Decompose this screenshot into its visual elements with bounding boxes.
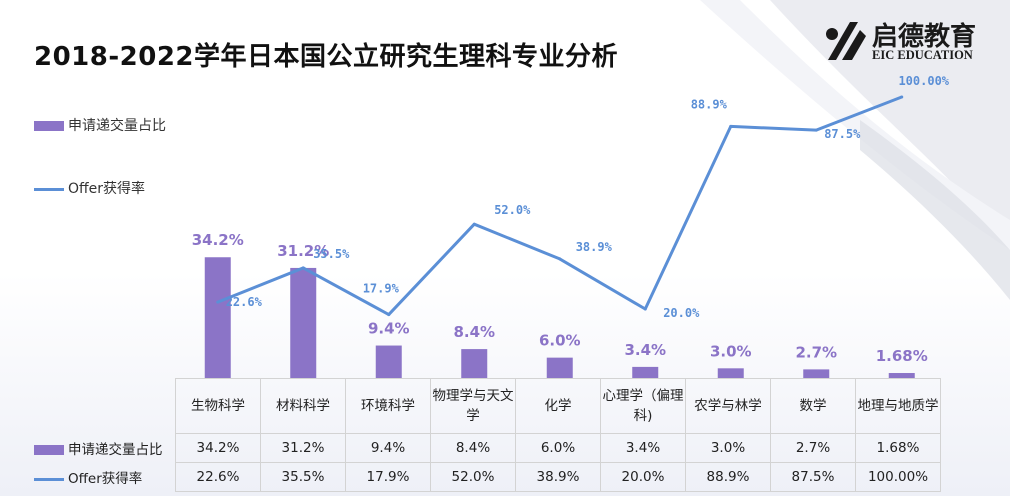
table-row-bar: 34.2% 31.2% 9.4% 8.4% 6.0% 3.4% 3.0% 2.7% 1.68% (175, 433, 941, 463)
table-cell: 3.4% (600, 433, 686, 463)
line-point (643, 307, 647, 311)
table-cell: 17.9% (345, 462, 431, 492)
bar-mark (375, 345, 402, 379)
bar-mark (803, 369, 830, 379)
line-value-label: 87.5% (824, 127, 861, 141)
bar-value-label: 9.4% (368, 320, 410, 338)
line-point (301, 266, 305, 270)
line-point (472, 222, 476, 226)
table-header-cell: 环境科学 (345, 378, 431, 434)
table-cell: 1.68% (855, 433, 941, 463)
legend-bar-swatch (34, 121, 64, 131)
bar-value-label: 34.2% (192, 231, 244, 249)
table-cell: 9.4% (345, 433, 431, 463)
table-cell: 8.4% (430, 433, 516, 463)
table-header-cell: 生物科学 (175, 378, 261, 434)
table-legend-line: Offer获得率 (34, 467, 142, 487)
line-point (558, 257, 562, 261)
table-header-cell: 材料科学 (260, 378, 346, 434)
legend-line-label: Offer获得率 (68, 181, 146, 197)
table-header-cell: 化学 (515, 378, 601, 434)
table-header-row: 生物科学 材料科学 环境科学 物理学与天文学 化学 心理学（偏理科) 农学与林学 数学 地理与地… (175, 378, 941, 434)
table-cell: 6.0% (515, 433, 601, 463)
line-point (814, 128, 818, 132)
line-value-label: 38.9% (576, 240, 613, 254)
bar-value-label: 2.7% (795, 343, 837, 361)
data-table: 生物科学 材料科学 环境科学 物理学与天文学 化学 心理学（偏理科) 农学与林学 数学 地理与地… (175, 378, 941, 492)
table-cell: 52.0% (430, 462, 516, 492)
table-cell: 34.2% (175, 433, 261, 463)
line-point (216, 300, 220, 304)
table-cell: 100.00% (855, 462, 941, 492)
table-legend-bar-label: 申请递交量占比 (68, 442, 163, 458)
logo-text-cn: 启德教育 (872, 22, 977, 52)
bar-value-label: 1.68% (876, 347, 928, 365)
table-cell: 3.0% (685, 433, 771, 463)
chart-title: 2018-2022学年日本国公立研究生理科专业分析 (34, 42, 619, 72)
table-cell: 20.0% (600, 462, 686, 492)
offer-rate-line (217, 95, 903, 317)
background-decoration (700, 0, 1010, 300)
table-header-cell: 地理与地质学 (855, 378, 941, 434)
line-value-label: 35.5% (313, 247, 350, 261)
line-value-label: 100.00% (898, 74, 949, 88)
bar-value-label: 6.0% (539, 332, 581, 350)
bar-value-label: 3.0% (710, 342, 752, 360)
bar-value-label: 3.4% (624, 341, 666, 359)
line-point (387, 313, 391, 317)
bar-mark (546, 357, 573, 379)
table-header-cell: 物理学与天文学 (430, 378, 516, 434)
line-value-label: 52.0% (494, 203, 531, 217)
line-value-label: 88.9% (691, 97, 728, 111)
logo-mark-icon (826, 22, 866, 60)
table-header-cell: 数学 (770, 378, 856, 434)
table-header-cell: 心理学（偏理科) (600, 378, 686, 434)
table-legend-bar-swatch (34, 445, 64, 455)
line-value-label: 20.0% (663, 306, 700, 320)
bar-mark (632, 366, 659, 379)
legend-line-swatch (34, 187, 64, 191)
legend-bar-label: 申请递交量占比 (68, 118, 166, 134)
bar-value-label: 8.4% (453, 323, 495, 341)
table-legend-line-label: Offer获得率 (68, 471, 143, 487)
table-legend-line-swatch (34, 477, 64, 481)
table-cell: 88.9% (685, 462, 771, 492)
table-cell: 2.7% (770, 433, 856, 463)
table-cell: 38.9% (515, 462, 601, 492)
table-cell: 31.2% (260, 433, 346, 463)
table-legend-bar: 申请递交量占比 (34, 438, 163, 458)
table-header-cell: 农学与林学 (685, 378, 771, 434)
bar-mark (888, 373, 915, 379)
table-cell: 35.5% (260, 462, 346, 492)
bar-mark (461, 349, 488, 379)
legend-line: Offer获得率 (34, 178, 145, 198)
line-point (900, 95, 904, 99)
bar-mark (204, 257, 231, 379)
line-value-label: 22.6% (226, 295, 263, 309)
bar-mark (717, 368, 744, 379)
table-cell: 22.6% (175, 462, 261, 492)
line-value-label: 17.9% (363, 282, 400, 296)
line-point (729, 124, 733, 128)
legend-bar: 申请递交量占比 (34, 115, 166, 135)
bar-value-label: 31.2% (277, 242, 329, 260)
table-cell: 87.5% (770, 462, 856, 492)
bar-mark (290, 267, 317, 379)
table-row-line: 22.6% 35.5% 17.9% 52.0% 38.9% 20.0% 88.9% 87.5%… (175, 462, 941, 492)
brand-logo: 启德教育 EIC EDUCATION (820, 10, 1000, 70)
logo-text-en: EIC EDUCATION (872, 48, 973, 62)
